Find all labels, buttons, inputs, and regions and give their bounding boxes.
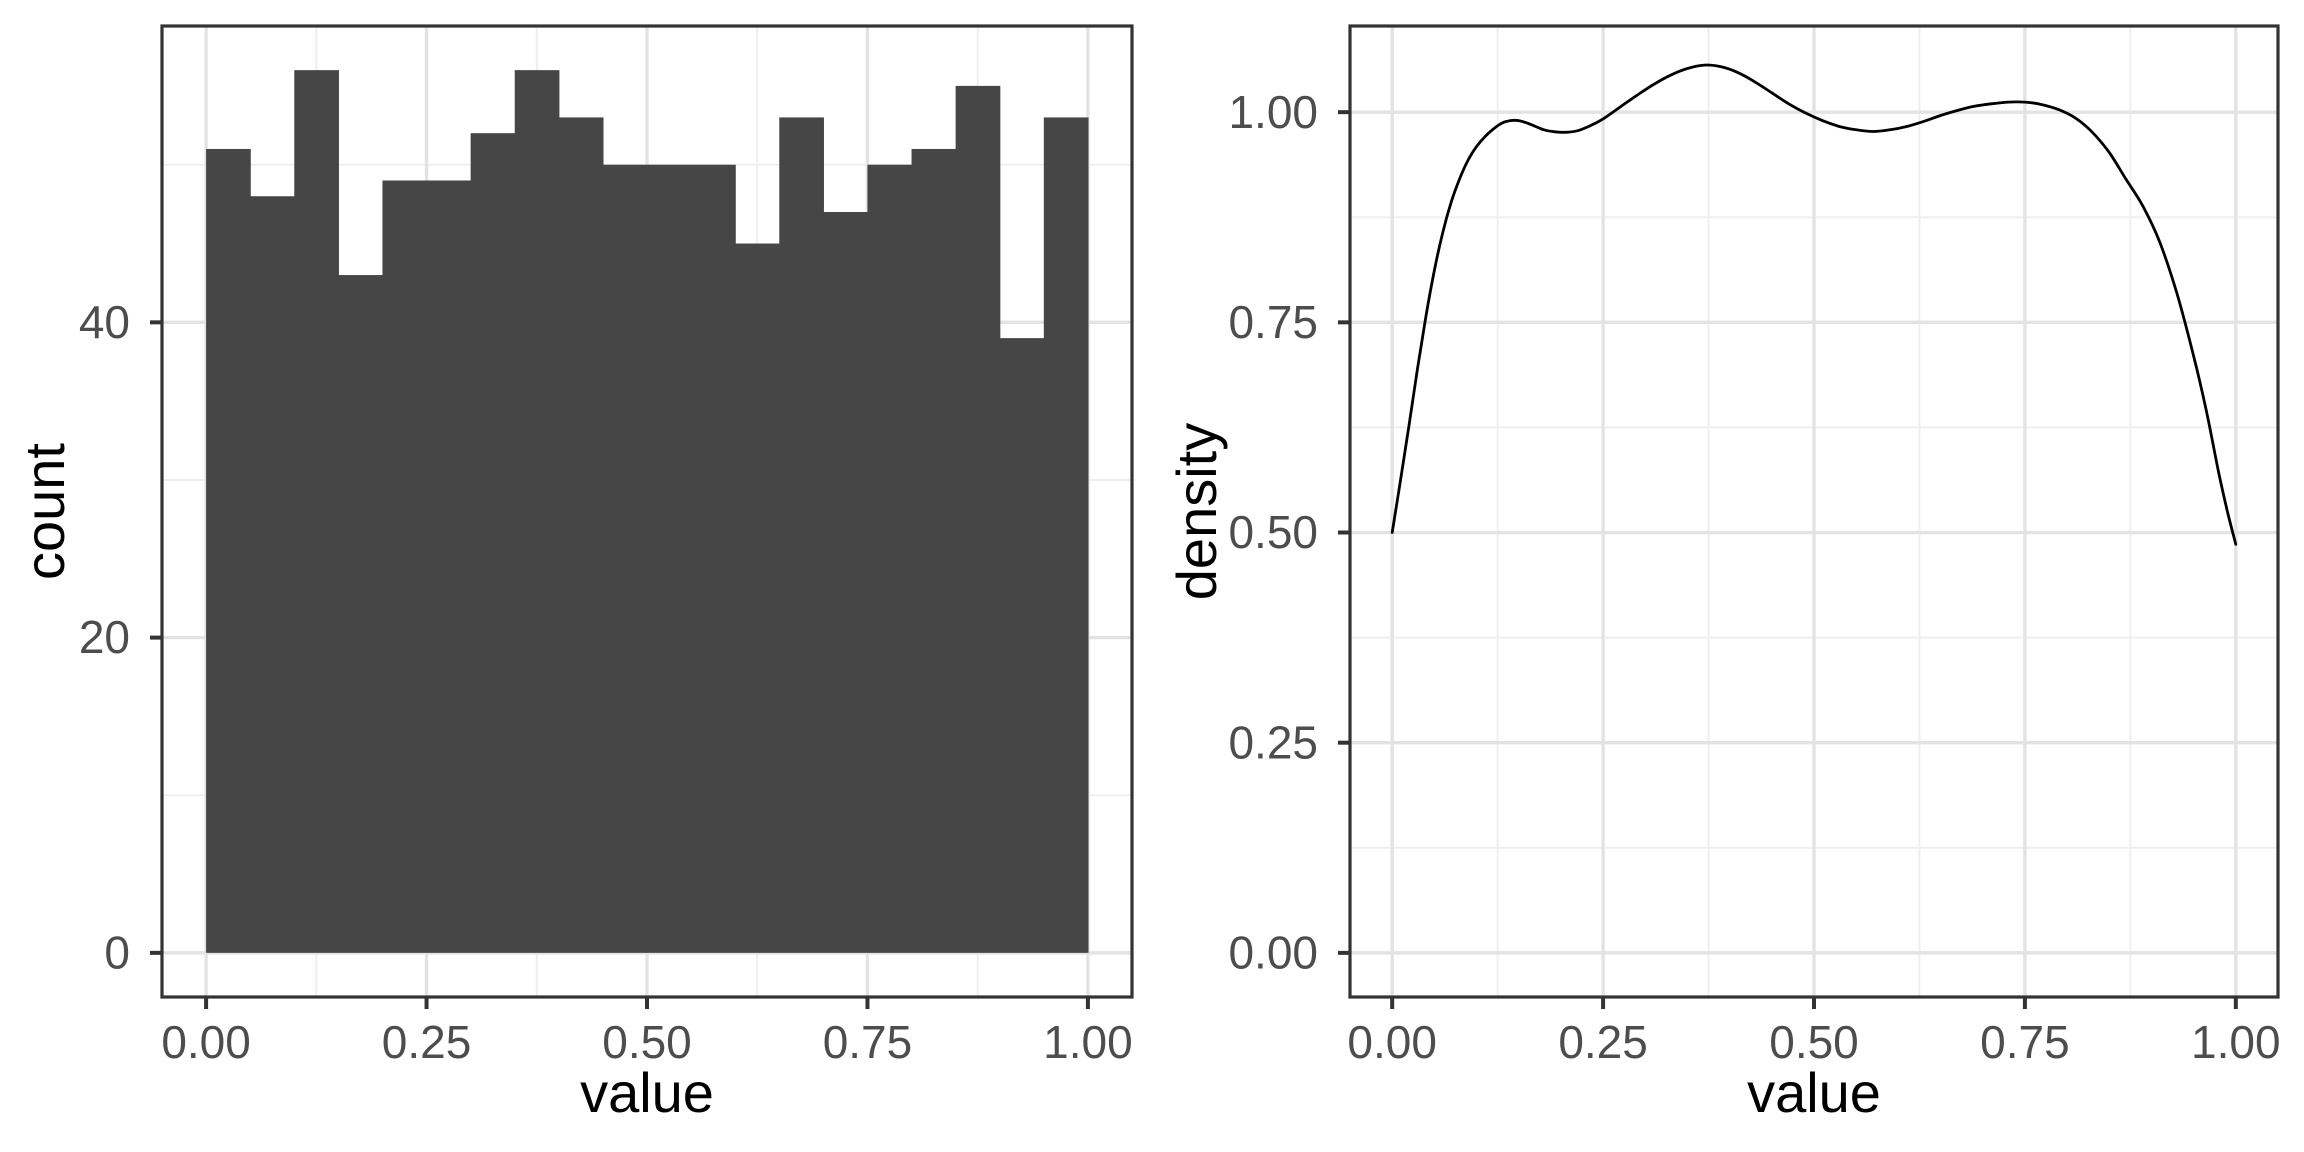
histogram-chart-box: 0.00 0.25 0.50 0.75 1.00 0 20 40 value count <box>13 24 1134 1124</box>
y-tick-label: 0.00 <box>1228 927 1318 979</box>
histogram-bar <box>823 212 869 953</box>
histogram-bar <box>911 148 957 953</box>
y-tick-label: 20 <box>79 611 130 663</box>
y-tick-label: 0.50 <box>1228 506 1318 558</box>
histogram-bar <box>470 133 516 953</box>
histogram-bar <box>955 85 1001 953</box>
x-tick-label: 0.00 <box>161 1016 251 1068</box>
histogram-bar <box>294 70 339 953</box>
x-axis-title: value <box>1747 1061 1881 1124</box>
y-tick-label: 0.75 <box>1228 296 1318 348</box>
axis-ticks <box>1338 110 2238 1009</box>
y-tick-label: 0.25 <box>1228 716 1318 768</box>
histogram-figure: 0.00 0.25 0.50 0.75 1.00 0 20 40 value count <box>13 24 1134 1124</box>
x-tick-labels: 0.00 0.25 0.50 0.75 1.00 <box>161 1016 1132 1068</box>
x-tick-labels: 0.00 0.25 0.50 0.75 1.00 <box>1347 1016 2280 1068</box>
x-tick-label: 0.75 <box>823 1016 913 1068</box>
histogram-bar <box>691 164 736 953</box>
histogram-bar <box>602 164 648 953</box>
x-tick-label: 1.00 <box>1043 1016 1133 1068</box>
histogram-bar <box>250 196 295 953</box>
x-tick-label: 0.50 <box>1769 1016 1859 1068</box>
x-tick-label: 0.25 <box>382 1016 472 1068</box>
y-tick-label: 40 <box>79 296 130 348</box>
x-tick-label: 0.00 <box>1347 1016 1437 1068</box>
grid-major <box>1350 26 2278 997</box>
histogram-bar <box>867 164 913 953</box>
histogram-bar <box>647 164 692 953</box>
axis-ticks <box>150 320 1090 1009</box>
y-tick-labels: 0.00 0.25 0.50 0.75 1.00 <box>1228 86 1318 979</box>
x-axis-title: value <box>580 1061 714 1124</box>
histogram-bar <box>206 148 251 953</box>
x-tick-label: 0.25 <box>1558 1016 1648 1068</box>
density-figure: 0.00 0.25 0.50 0.75 1.00 0.00 0.25 0.50 0.75 1.00… <box>1165 24 2281 1124</box>
density-curve <box>1390 63 2238 546</box>
histogram-bars <box>206 70 1089 953</box>
histogram-bar <box>426 180 472 953</box>
histogram-bar <box>338 275 384 953</box>
grid-minor <box>1350 26 2278 997</box>
histogram-bar <box>382 180 428 953</box>
histogram-bar <box>735 243 780 953</box>
x-tick-label: 0.75 <box>1980 1016 2070 1068</box>
x-tick-label: 1.00 <box>2191 1016 2281 1068</box>
histogram-bar <box>1043 117 1089 953</box>
x-tick-label: 0.50 <box>602 1016 692 1068</box>
histogram-bar <box>779 117 824 953</box>
histogram-bar <box>558 117 604 953</box>
density-chart-box: 0.00 0.25 0.50 0.75 1.00 0.00 0.25 0.50 0.75 1.00… <box>1152 0 2304 1152</box>
y-tick-label: 0 <box>104 927 130 979</box>
y-tick-label: 1.00 <box>1228 86 1318 138</box>
y-axis-title: density <box>1165 423 1228 600</box>
histogram-bar <box>999 338 1045 953</box>
y-tick-labels: 0 20 40 <box>79 296 130 979</box>
histogram-bar <box>514 70 560 953</box>
y-axis-title: count <box>13 443 76 580</box>
